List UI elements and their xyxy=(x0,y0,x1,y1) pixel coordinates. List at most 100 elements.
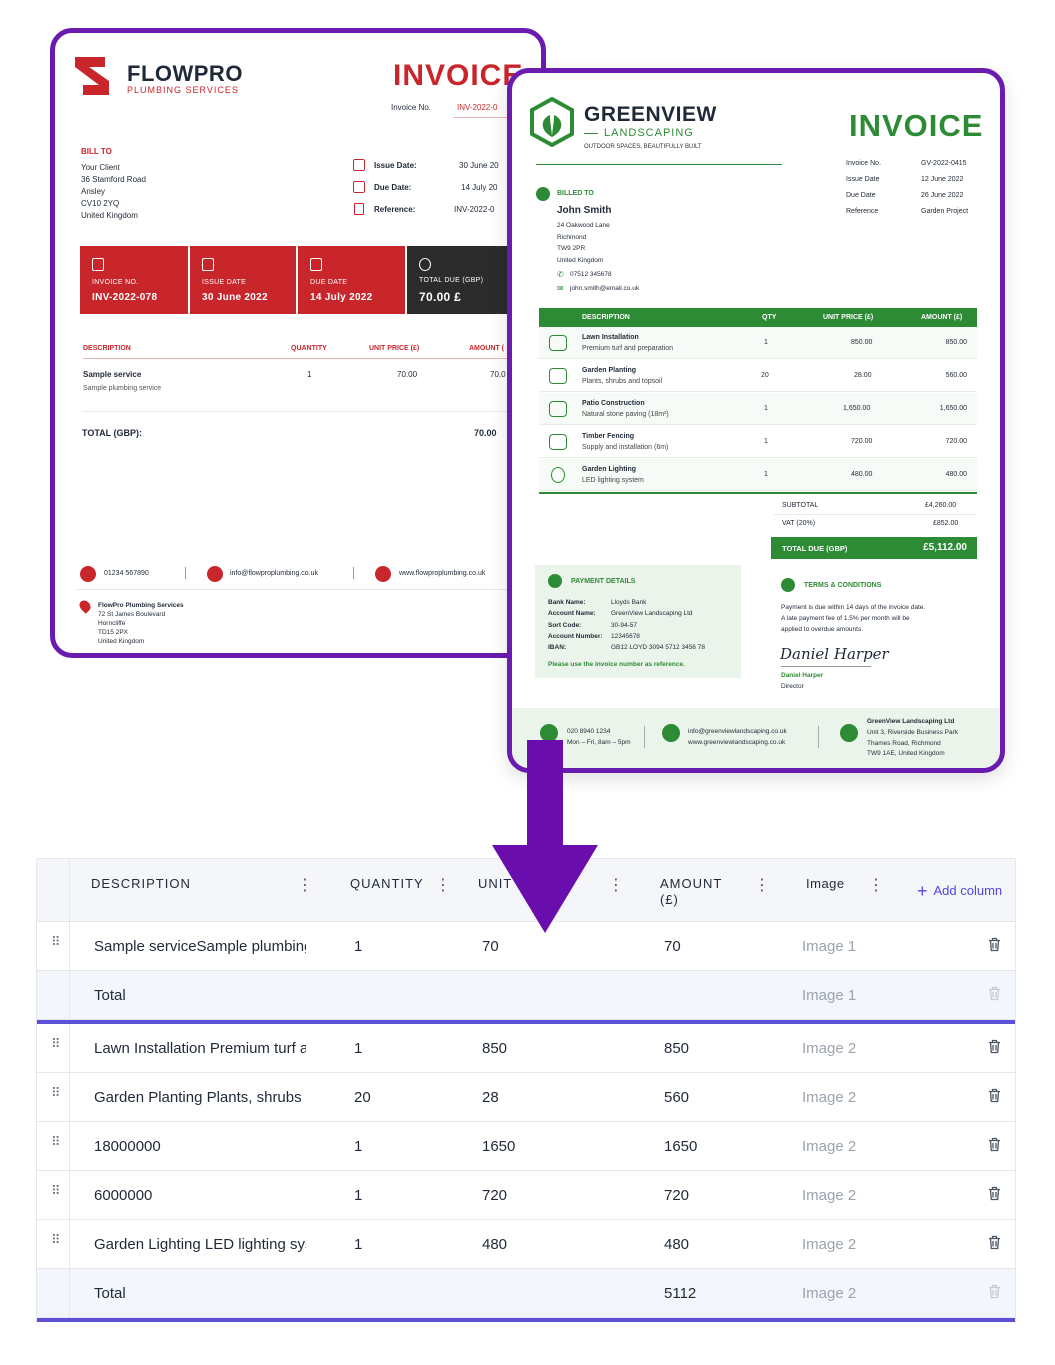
drag-handle-icon[interactable]: ⠿ xyxy=(51,1183,60,1198)
issue-date: 30 June 20 xyxy=(459,161,499,170)
cell-amount[interactable]: 5112 xyxy=(664,1285,697,1302)
table-total-row[interactable]: Total Image 1 xyxy=(37,971,1015,1020)
cell-quantity[interactable]: 1 xyxy=(354,1138,363,1155)
column-menu-icon[interactable]: ⋮ xyxy=(754,877,770,894)
cell-quantity[interactable]: 1 xyxy=(354,1187,363,1204)
column-menu-icon[interactable]: ⋮ xyxy=(435,877,451,894)
drag-handle-icon[interactable]: ⠿ xyxy=(51,934,60,949)
col-quantity: QUANTITY xyxy=(291,345,327,352)
header-description[interactable]: DESCRIPTION xyxy=(91,876,191,891)
cell-quantity[interactable]: 1 xyxy=(354,1236,363,1253)
cell-amount[interactable]: 1650 xyxy=(664,1138,698,1155)
add-column-button[interactable]: + Add column xyxy=(917,881,1002,902)
client-name: John Smith xyxy=(557,205,612,216)
meta-value: 26 June 2022 xyxy=(921,192,964,199)
header-quantity[interactable]: QUANTITY xyxy=(350,876,424,891)
cell-description[interactable]: 18000000 xyxy=(94,1138,161,1155)
address-line: 24 Oakwood Lane xyxy=(557,222,610,229)
cell-amount[interactable]: 850 xyxy=(664,1040,690,1057)
payment-label: IBAN: xyxy=(548,644,567,652)
cell-image[interactable]: Image 2 xyxy=(802,1138,857,1155)
table-row[interactable]: ⠿ Garden Planting Plants, shrubs a 20 28 560… xyxy=(37,1073,1015,1122)
cell-quantity[interactable]: 1 xyxy=(354,1040,363,1057)
divider xyxy=(539,492,977,494)
cell-image[interactable]: Image 1 xyxy=(802,987,857,1004)
bill-to-line: CV10 2YQ xyxy=(81,199,120,208)
cell-unit[interactable]: 28 xyxy=(482,1089,499,1106)
cell-unit[interactable]: 70 xyxy=(482,938,499,955)
cell-amount[interactable]: 480 xyxy=(664,1236,690,1253)
item-name: Lawn Installation xyxy=(582,334,639,341)
panel-label: INVOICE NO. xyxy=(92,279,139,286)
col-description: DESCRIPTION xyxy=(83,345,131,352)
handle-column-header xyxy=(37,859,70,921)
item-qty: 1 xyxy=(764,471,768,478)
meta-label: Invoice No. xyxy=(846,160,882,167)
drag-handle-icon[interactable]: ⠿ xyxy=(51,1134,60,1149)
address-line: Thames Road, Richmond xyxy=(867,739,941,747)
cell-description[interactable]: Garden Lighting LED lighting sys xyxy=(94,1236,306,1253)
total-label: TOTAL (GBP): xyxy=(82,428,142,438)
terms-text: Payment is due within 14 days of the inv… xyxy=(781,602,925,635)
table-row: Lawn Installation Premium turf and prepa… xyxy=(539,327,977,359)
item-desc: LED lighting system xyxy=(582,477,644,484)
cell-image[interactable]: Image 2 xyxy=(802,1089,857,1106)
cell-unit[interactable]: 720 xyxy=(482,1187,508,1204)
client-address: 24 Oakwood Lane Richmond TW9 2PR United … xyxy=(557,220,610,266)
item-amount: 1,650.00 xyxy=(939,405,967,412)
item-qty: 20 xyxy=(761,372,769,379)
column-menu-icon[interactable]: ⋮ xyxy=(297,877,313,894)
cell-amount[interactable]: 70 xyxy=(664,938,681,955)
cell-unit[interactable]: 1650 xyxy=(482,1138,516,1155)
cell-image[interactable]: Image 2 xyxy=(802,1040,857,1057)
cell-image[interactable]: Image 2 xyxy=(802,1285,857,1302)
table-row[interactable]: ⠿ Lawn Installation Premium turf a 1 850 850… xyxy=(37,1024,1015,1073)
cell-description[interactable]: Total xyxy=(94,987,126,1004)
panel-label: TOTAL DUE (GBP) xyxy=(419,277,484,284)
drag-handle-cell: ⠿ xyxy=(37,922,70,970)
trash-icon[interactable] xyxy=(988,1039,1001,1054)
summary-panel-issue-date: ISSUE DATE 30 June 2022 xyxy=(190,246,296,314)
cell-unit[interactable]: 480 xyxy=(482,1236,508,1253)
header-image[interactable]: Image xyxy=(806,876,845,891)
email-icon xyxy=(662,724,680,742)
cell-description[interactable]: Lawn Installation Premium turf a xyxy=(94,1040,306,1057)
header-amount[interactable]: AMOUNT (£) xyxy=(660,876,722,908)
trash-icon[interactable] xyxy=(988,1186,1001,1201)
trash-icon[interactable] xyxy=(988,1235,1001,1250)
cell-amount[interactable]: 720 xyxy=(664,1187,690,1204)
column-menu-icon[interactable]: ⋮ xyxy=(868,877,884,894)
trash-icon[interactable] xyxy=(988,1088,1001,1103)
panel-value: 14 July 2022 xyxy=(310,292,373,303)
table-row[interactable]: ⠿ 18000000 1 1650 1650 Image 2 xyxy=(37,1122,1015,1171)
cell-description[interactable]: Sample serviceSample plumbing xyxy=(94,938,306,955)
issue-date-label: Issue Date: xyxy=(374,161,417,170)
cell-unit[interactable]: 850 xyxy=(482,1040,508,1057)
table-row[interactable]: ⠿ 6000000 1 720 720 Image 2 xyxy=(37,1171,1015,1220)
cell-description[interactable]: 6000000 xyxy=(94,1187,153,1204)
column-menu-icon[interactable]: ⋮ xyxy=(608,877,624,894)
greenview-invoice-card: GREENVIEW LANDSCAPING OUTDOOR SPACES, BE… xyxy=(507,68,1005,773)
add-column-label: Add column xyxy=(933,883,1003,898)
vat-label: VAT (20%) xyxy=(782,520,816,527)
terms-line: A late payment fee of 1.5% per month wil… xyxy=(781,615,910,622)
cell-image[interactable]: Image 1 xyxy=(802,938,857,955)
cell-quantity[interactable]: 20 xyxy=(354,1089,371,1106)
trash-icon[interactable] xyxy=(988,937,1001,952)
trash-icon[interactable] xyxy=(988,1137,1001,1152)
cell-description[interactable]: Total xyxy=(94,1285,126,1302)
signer-role: Director xyxy=(781,683,804,690)
cell-quantity[interactable]: 1 xyxy=(354,938,363,955)
drag-handle-icon[interactable]: ⠿ xyxy=(51,1036,60,1051)
drag-handle-icon[interactable]: ⠿ xyxy=(51,1085,60,1100)
cell-description[interactable]: Garden Planting Plants, shrubs a xyxy=(94,1089,306,1106)
table-total-row[interactable]: Total 5112 Image 2 xyxy=(37,1269,1015,1318)
cell-image[interactable]: Image 2 xyxy=(802,1187,857,1204)
cell-amount[interactable]: 560 xyxy=(664,1089,690,1106)
table-row[interactable]: ⠿ Sample serviceSample plumbing 1 70 70 Image… xyxy=(37,922,1015,971)
drag-handle-icon[interactable]: ⠿ xyxy=(51,1232,60,1247)
cell-image[interactable]: Image 2 xyxy=(802,1236,857,1253)
table-row[interactable]: ⠿ Garden Lighting LED lighting sys 1 480 480… xyxy=(37,1220,1015,1269)
item-name: Garden Lighting xyxy=(582,466,637,473)
flowpro-invoice-title: INVOICE xyxy=(393,59,524,92)
